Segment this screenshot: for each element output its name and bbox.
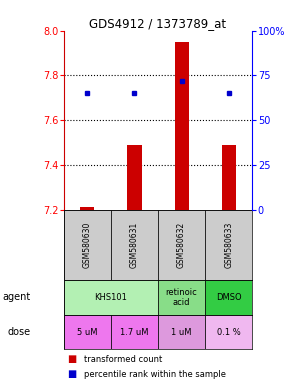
Text: GSM580633: GSM580633 bbox=[224, 222, 233, 268]
Bar bbox=[111, 315, 158, 349]
Bar bbox=[127, 145, 142, 210]
Text: transformed count: transformed count bbox=[84, 354, 162, 364]
Text: GSM580632: GSM580632 bbox=[177, 222, 186, 268]
Bar bbox=[205, 210, 252, 280]
Text: ■: ■ bbox=[67, 369, 76, 379]
Text: ■: ■ bbox=[67, 354, 76, 364]
Text: 1 uM: 1 uM bbox=[171, 328, 192, 337]
Text: GSM580631: GSM580631 bbox=[130, 222, 139, 268]
Bar bbox=[205, 315, 252, 349]
Bar bbox=[222, 145, 236, 210]
Text: 0.1 %: 0.1 % bbox=[217, 328, 241, 337]
Text: 5 uM: 5 uM bbox=[77, 328, 98, 337]
Text: percentile rank within the sample: percentile rank within the sample bbox=[84, 370, 226, 379]
Text: GSM580630: GSM580630 bbox=[83, 222, 92, 268]
Bar bbox=[64, 280, 158, 315]
Title: GDS4912 / 1373789_at: GDS4912 / 1373789_at bbox=[90, 17, 226, 30]
Bar bbox=[158, 280, 205, 315]
Bar bbox=[175, 42, 189, 210]
Bar bbox=[158, 315, 205, 349]
Bar bbox=[64, 210, 111, 280]
Bar bbox=[111, 210, 158, 280]
Bar bbox=[205, 280, 252, 315]
Bar bbox=[80, 207, 95, 210]
Text: 1.7 uM: 1.7 uM bbox=[120, 328, 149, 337]
Bar bbox=[64, 315, 111, 349]
Text: KHS101: KHS101 bbox=[95, 293, 127, 302]
Text: dose: dose bbox=[8, 327, 31, 337]
Text: agent: agent bbox=[3, 292, 31, 303]
Bar bbox=[158, 210, 205, 280]
Text: retinoic
acid: retinoic acid bbox=[166, 288, 197, 307]
Text: DMSO: DMSO bbox=[216, 293, 242, 302]
